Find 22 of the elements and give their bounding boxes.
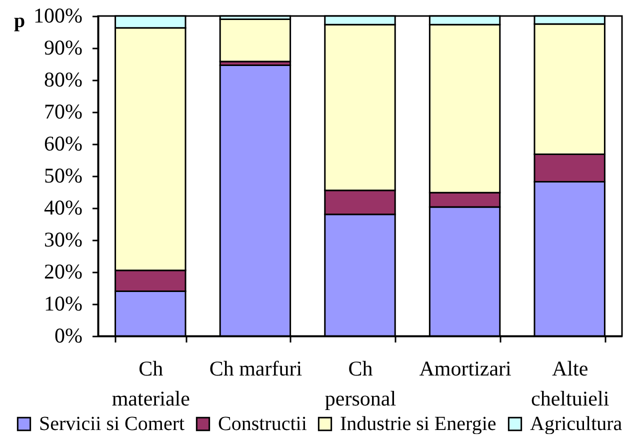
x-tick-label: Ch marfuri	[209, 356, 302, 380]
y-tick-label: 70%	[44, 100, 82, 124]
y-tick-label: 80%	[44, 68, 82, 92]
bar	[219, 18, 292, 62]
legend-label: Agricultura	[530, 413, 622, 435]
chart-title: p	[14, 10, 26, 32]
y-tick-label: 50%	[44, 164, 82, 188]
legend-label: Servicii si Comert	[39, 413, 185, 435]
y-tick-label: 10%	[44, 292, 82, 316]
y-tick-label: 0%	[54, 324, 82, 348]
x-tick-label: Alte cheltuieli	[531, 356, 610, 410]
x-tick-label: Amortizari	[419, 356, 512, 380]
y-tick-label: 90%	[44, 36, 82, 60]
y-tick-label: 20%	[44, 260, 82, 284]
y-tick-label: 60%	[44, 132, 82, 156]
legend-label: Constructii	[218, 413, 308, 435]
y-tick-label: 30%	[44, 228, 82, 252]
y-tick-label: 40%	[44, 196, 82, 220]
y-tick-label: 100%	[34, 4, 82, 28]
x-tick-label: Ch materiale	[112, 356, 190, 410]
x-tick-label: Ch personal	[324, 356, 396, 410]
legend-label: Industrie si Energie	[340, 413, 496, 435]
